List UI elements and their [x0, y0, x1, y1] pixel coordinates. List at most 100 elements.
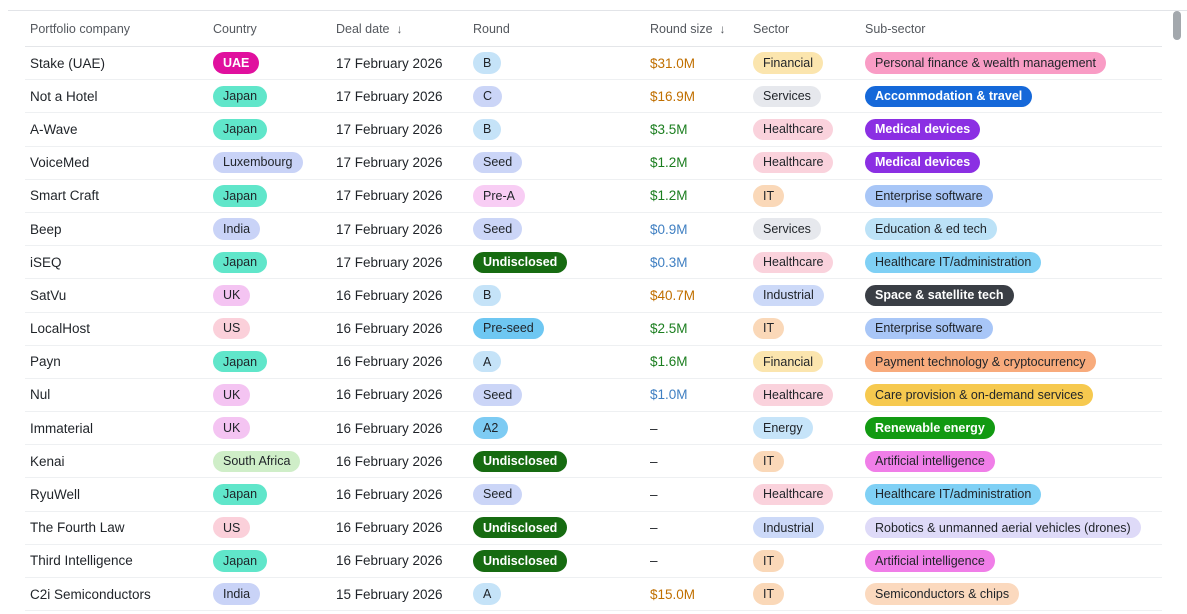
sub-sector-cell: Artificial intelligence	[865, 550, 1162, 572]
sector-cell: Financial	[753, 351, 865, 373]
round-size-value: $1.0M	[650, 387, 688, 403]
round-cell: B	[473, 52, 650, 74]
sub-sector-badge: Artificial intelligence	[865, 550, 995, 572]
country-badge: Japan	[213, 483, 268, 506]
round-size-cell: $40.7M	[650, 288, 753, 303]
sub-sector-cell: Personal finance & wealth management	[865, 52, 1162, 74]
country-badge: UAE	[213, 52, 260, 74]
table-row[interactable]: iSEQ Japan 17 February 2026 Undisclosed $0.3…	[25, 246, 1162, 280]
deal-date-cell: 16 February 2026	[336, 288, 473, 303]
sub-sector-badge: Semiconductors & chips	[865, 583, 1020, 605]
column-header-portfolio-company[interactable]: Portfolio company	[25, 22, 213, 36]
sort-descending-icon: ↓	[719, 21, 726, 36]
column-header-round[interactable]: Round	[473, 22, 650, 36]
deal-date-cell: 16 February 2026	[336, 387, 473, 402]
table-row[interactable]: The Fourth Law US 16 February 2026 Undisclo…	[25, 512, 1162, 545]
column-header-sub-sector[interactable]: Sub-sector	[865, 22, 1162, 36]
sector-badge: IT	[753, 550, 785, 572]
round-size-cell: $31.0M	[650, 56, 753, 71]
round-size-value: –	[650, 487, 658, 503]
round-size-cell: $0.9M	[650, 222, 753, 237]
country-cell: India	[213, 583, 336, 605]
country-cell: Japan	[213, 185, 336, 207]
sub-sector-badge: Space & satellite tech	[865, 284, 1014, 307]
column-header-round-size[interactable]: Round size ↓	[650, 22, 753, 36]
column-header-country[interactable]: Country	[213, 22, 336, 36]
portfolio-company-cell: Stake (UAE)	[25, 56, 213, 71]
portfolio-company-name: A-Wave	[30, 121, 78, 137]
round-cell: Undisclosed	[473, 251, 650, 273]
sector-cell: Services	[753, 85, 865, 107]
table-row[interactable]: Not a Hotel Japan 17 February 2026 C $16.9M S…	[25, 80, 1162, 114]
portfolio-company-name: Stake (UAE)	[30, 55, 106, 71]
country-badge: India	[213, 218, 261, 240]
sector-badge: IT	[753, 185, 785, 207]
scrollbar-thumb[interactable]	[1173, 11, 1181, 40]
table-row[interactable]: Payn Japan 16 February 2026 A $1.6M Financial…	[25, 346, 1162, 379]
column-header-label: Country	[213, 21, 257, 36]
vertical-scrollbar[interactable]	[1170, 11, 1187, 614]
portfolio-company-name: Immaterial	[30, 420, 94, 436]
portfolio-company-cell: C2i Semiconductors	[25, 587, 213, 602]
column-header-label: Round	[473, 21, 510, 36]
deals-table: Portfolio company Country Deal date ↓ Round R…	[25, 11, 1162, 612]
round-size-value: –	[650, 453, 658, 469]
round-badge: A2	[473, 417, 509, 439]
table-row[interactable]: VoiceMed Luxembourg 17 February 2026 Seed $1…	[25, 147, 1162, 180]
table-row[interactable]: Kenai South Africa 16 February 2026 Undiscl…	[25, 445, 1162, 479]
table-row[interactable]: SatVu UK 16 February 2026 B $40.7M Industrial…	[25, 279, 1162, 313]
column-header-sector[interactable]: Sector	[753, 22, 865, 36]
country-badge: US	[213, 517, 251, 539]
column-header-deal-date[interactable]: Deal date ↓	[336, 22, 473, 36]
sub-sector-cell: Education & ed tech	[865, 218, 1162, 240]
table-row[interactable]: Nul UK 16 February 2026 Seed $1.0M Healthcare…	[25, 379, 1162, 413]
table-row[interactable]: C2i Semiconductors India 15 February 2026 A…	[25, 578, 1162, 612]
portfolio-company-cell: SatVu	[25, 288, 213, 303]
sub-sector-badge: Medical devices	[865, 151, 981, 174]
deal-date-cell: 17 February 2026	[336, 122, 473, 137]
sector-cell: IT	[753, 185, 865, 207]
portfolio-company-name: Nul	[30, 387, 51, 403]
table-row[interactable]: Immaterial UK 16 February 2026 A2 – Energy Ren…	[25, 412, 1162, 446]
round-badge: B	[473, 284, 502, 307]
round-size-cell: $0.3M	[650, 255, 753, 270]
round-size-cell: $1.6M	[650, 354, 753, 369]
portfolio-company-name: Beep	[30, 221, 62, 237]
portfolio-company-cell: Not a Hotel	[25, 89, 213, 104]
round-cell: B	[473, 118, 650, 141]
round-size-cell: $3.5M	[650, 122, 753, 137]
deal-date-value: 16 February 2026	[336, 420, 443, 436]
sector-badge: Industrial	[753, 517, 824, 539]
deal-date-value: 17 February 2026	[336, 254, 443, 270]
deal-date-value: 16 February 2026	[336, 487, 443, 503]
portfolio-company-cell: Nul	[25, 387, 213, 402]
table-row[interactable]: Beep India 17 February 2026 Seed $0.9M Servic…	[25, 213, 1162, 247]
portfolio-company-name: Kenai	[30, 453, 65, 469]
round-badge: B	[473, 118, 502, 141]
sector-cell: Energy	[753, 417, 865, 439]
table-row[interactable]: Smart Craft Japan 17 February 2026 Pre-A $1.…	[25, 180, 1162, 213]
table-row[interactable]: Third Intelligence Japan 16 February 2026 U…	[25, 545, 1162, 578]
portfolio-company-cell: iSEQ	[25, 255, 213, 270]
sub-sector-cell: Healthcare IT/administration	[865, 483, 1162, 506]
round-size-value: $40.7M	[650, 287, 696, 303]
sub-sector-cell: Healthcare IT/administration	[865, 251, 1162, 273]
portfolio-company-cell: Smart Craft	[25, 188, 213, 203]
round-size-value: $0.9M	[650, 221, 688, 237]
round-size-value: $3.5M	[650, 121, 688, 137]
sub-sector-cell: Payment technology & cryptocurrency	[865, 351, 1162, 373]
sector-badge: Services	[753, 85, 821, 107]
table-row[interactable]: LocalHost US 16 February 2026 Pre-seed $2.5M…	[25, 313, 1162, 346]
portfolio-company-name: The Fourth Law	[30, 520, 125, 536]
country-badge: Japan	[213, 351, 268, 373]
table-row[interactable]: RyuWell Japan 16 February 2026 Seed – Healthc…	[25, 478, 1162, 512]
deal-date-cell: 16 February 2026	[336, 321, 473, 336]
round-size-cell: $1.2M	[650, 155, 753, 170]
round-size-value: –	[650, 420, 658, 436]
table-row[interactable]: A-Wave Japan 17 February 2026 B $3.5M Healthc…	[25, 113, 1162, 147]
round-cell: Undisclosed	[473, 550, 650, 572]
table-row[interactable]: Stake (UAE) UAE 17 February 2026 B $31.0M Fin…	[25, 47, 1162, 81]
sector-cell: Healthcare	[753, 483, 865, 506]
round-cell: A	[473, 351, 650, 373]
deal-date-cell: 17 February 2026	[336, 89, 473, 104]
